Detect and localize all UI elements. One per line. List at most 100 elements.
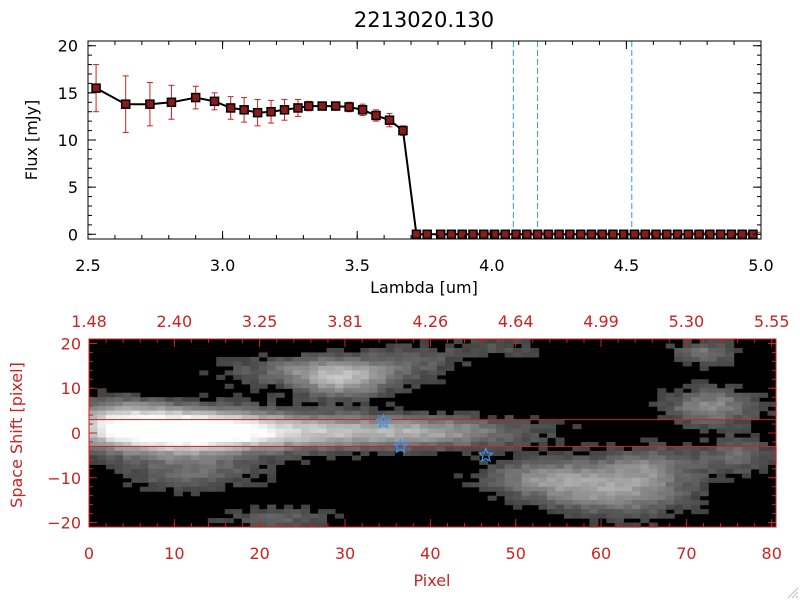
data-point <box>511 229 521 240</box>
image-cell <box>716 477 726 483</box>
image-cell <box>377 374 387 380</box>
extraction-aperture-lines <box>89 419 776 447</box>
image-cell <box>207 446 217 452</box>
image-cell <box>436 410 446 416</box>
image-cell <box>580 473 591 479</box>
resize-grip <box>787 587 799 599</box>
image-cell <box>148 450 158 456</box>
image-cell <box>487 482 497 488</box>
image-cell <box>691 356 701 362</box>
image-cell <box>521 433 531 439</box>
image-cell <box>563 486 574 492</box>
image-cell <box>199 441 209 448</box>
image-cell <box>250 401 260 407</box>
image-cell <box>275 428 285 434</box>
image-cell <box>699 406 709 412</box>
wavelength-tick-label: 1.48 <box>71 312 107 331</box>
image-cell <box>750 406 760 412</box>
image-cell <box>334 437 345 443</box>
image-cell <box>496 477 506 483</box>
image-cell <box>547 455 557 461</box>
image-cell <box>725 339 735 345</box>
image-cell <box>530 477 540 483</box>
image-cell <box>504 464 514 470</box>
image-cell <box>665 468 675 474</box>
image-cell <box>258 522 268 528</box>
image-cell <box>258 437 268 443</box>
image-cell <box>453 356 463 362</box>
image-cell <box>173 459 183 465</box>
image-cell <box>343 383 353 389</box>
image-cell <box>725 419 735 425</box>
image-cell <box>326 397 336 403</box>
image-cell <box>428 450 438 456</box>
image-cell <box>657 406 667 412</box>
image-cell <box>496 482 506 488</box>
image-cell <box>241 433 251 439</box>
image-cell <box>648 450 658 456</box>
image-cell <box>301 361 311 367</box>
image-cell <box>589 509 599 515</box>
image-cell <box>182 477 192 483</box>
image-cell <box>114 428 124 434</box>
image-cell <box>665 495 675 501</box>
image-cell <box>199 477 209 483</box>
image-cell <box>275 383 285 389</box>
image-cell <box>733 428 743 434</box>
image-cell <box>190 477 200 483</box>
image-cell <box>284 450 294 456</box>
image-cell <box>148 446 158 452</box>
image-cell <box>708 415 718 421</box>
image-cell <box>199 455 209 461</box>
image-cell <box>513 464 523 470</box>
image-cell <box>326 388 336 394</box>
image-cell <box>368 383 378 389</box>
image-cell <box>682 383 692 389</box>
image-cell <box>462 419 472 425</box>
image-cell <box>368 356 378 362</box>
image-cell <box>334 392 345 398</box>
wavelength-tick-label: 3.25 <box>242 312 278 331</box>
image-cell <box>139 446 149 452</box>
image-cell <box>479 446 489 452</box>
image-cell <box>640 473 650 479</box>
image-cell <box>199 437 209 443</box>
image-cell <box>470 424 480 430</box>
image-cell <box>326 437 336 443</box>
image-cell <box>623 486 633 492</box>
image-cell <box>691 343 701 349</box>
image-cell <box>241 482 251 488</box>
image-cell <box>122 450 133 456</box>
image-cell <box>733 424 743 430</box>
image-cell <box>224 361 234 367</box>
image-cell <box>674 410 684 416</box>
image-cell <box>351 428 362 434</box>
image-cell <box>691 464 701 470</box>
image-cell <box>699 509 709 515</box>
image-cell <box>699 428 709 434</box>
image-cell <box>122 419 133 425</box>
image-cell <box>606 446 616 452</box>
image-cell <box>216 397 226 403</box>
image-cell <box>682 441 692 448</box>
image-cell <box>131 397 141 403</box>
image-cell <box>292 370 302 376</box>
image-cell <box>733 383 743 389</box>
image-cell <box>377 419 387 425</box>
image-cell <box>470 428 480 434</box>
image-cell <box>343 374 353 380</box>
image-cell <box>190 446 200 452</box>
image-cell <box>368 374 378 380</box>
image-cell <box>631 491 641 497</box>
image-cell <box>597 482 607 488</box>
image-cell <box>122 433 133 439</box>
image-cell <box>708 406 718 412</box>
image-cell <box>504 468 514 474</box>
image-cell <box>267 424 277 430</box>
image-cell <box>682 401 692 407</box>
image-cell <box>351 441 362 448</box>
image-cell <box>301 383 311 389</box>
image-cell <box>487 343 497 349</box>
image-cell <box>530 495 540 501</box>
image-cell <box>394 388 404 394</box>
